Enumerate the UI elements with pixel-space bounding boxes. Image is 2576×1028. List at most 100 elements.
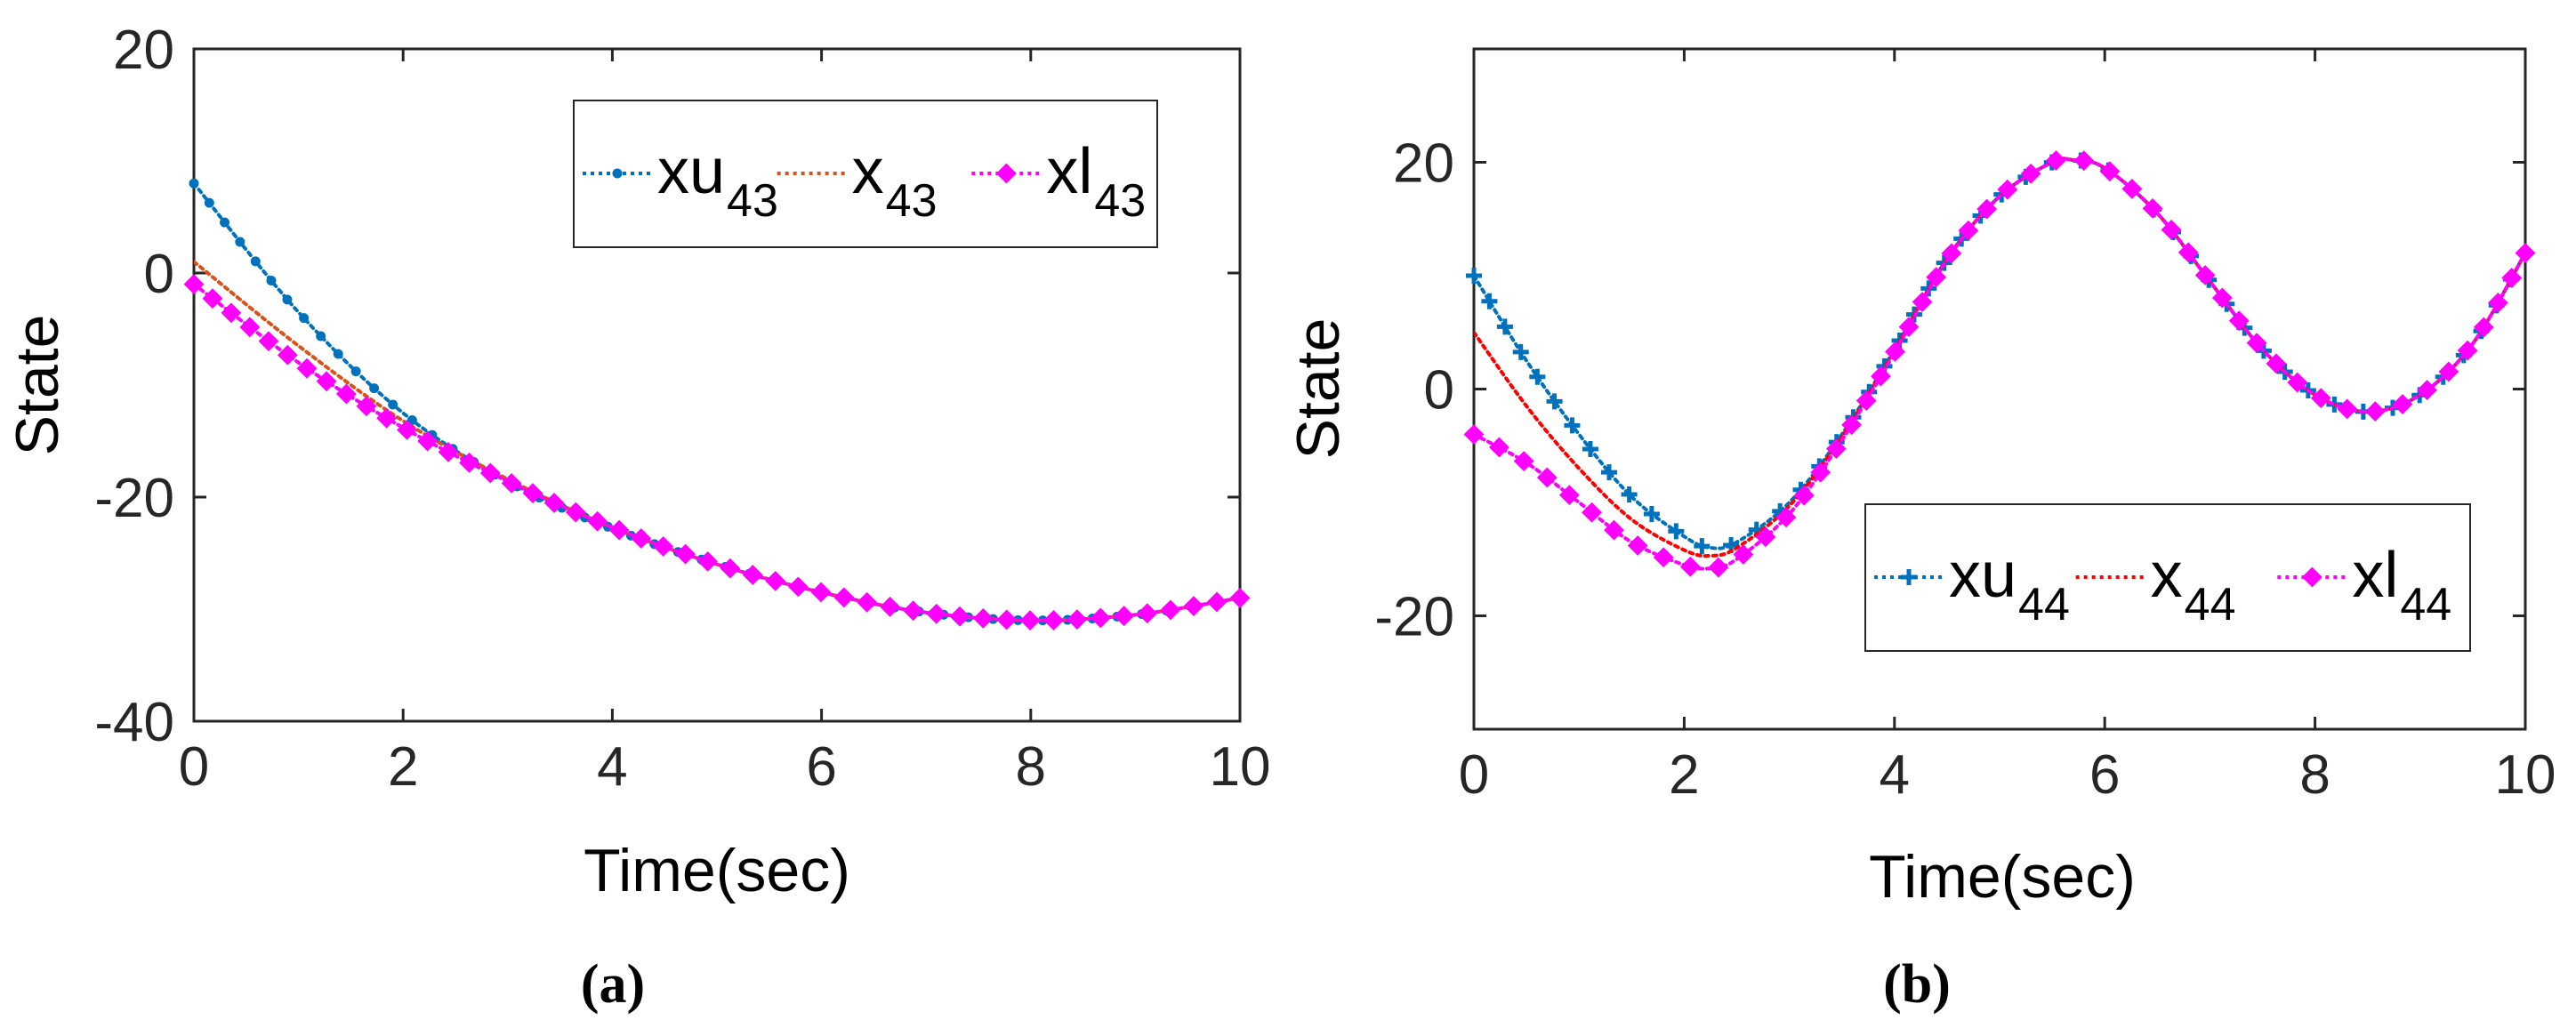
series-marker-xl-b — [2178, 242, 2199, 263]
series-marker-xl-b — [2337, 398, 2358, 420]
series-marker-xl-b — [2364, 401, 2386, 422]
series-marker-xl-b — [2211, 287, 2233, 309]
series-marker-xu-b — [1529, 368, 1546, 385]
series-marker-xl-b — [1536, 467, 1558, 488]
series-marker-xl-a — [376, 407, 398, 429]
legend-box-a — [573, 100, 1158, 248]
y-tick-label-b: 0 — [1424, 360, 1454, 422]
series-marker-xl-b — [2515, 243, 2536, 263]
series-marker-xl-b — [1941, 243, 1962, 264]
x-tick-label-b: 6 — [2089, 744, 2120, 806]
series-marker-xl-b — [1793, 485, 1815, 506]
series-marker-xl-b — [1463, 424, 1485, 445]
series-marker-xl-b — [1810, 462, 1831, 483]
series-marker-xu-b — [1512, 343, 1529, 360]
legend-label-x-a: x — [852, 136, 884, 207]
series-marker-xl-a — [356, 396, 377, 417]
series-marker-xl-a — [417, 430, 439, 452]
series-marker-xu-a — [299, 313, 310, 324]
legend-subscript-xu-a: 43 — [727, 175, 778, 227]
legend-label-x-b: x — [2151, 540, 2183, 611]
series-marker-xl-b — [2266, 353, 2287, 374]
series-marker-xl-a — [1183, 596, 1204, 616]
series-marker-xu-a — [189, 178, 199, 189]
series-marker-xu-a — [316, 331, 326, 341]
x-tick-label-a: 0 — [179, 736, 209, 798]
series-marker-xu-a — [369, 383, 380, 394]
series-marker-xl-a — [1090, 607, 1111, 629]
series-marker-xl-b — [1775, 507, 1797, 528]
series-marker-xl-b — [1653, 547, 1674, 568]
series-marker-xl-b — [2287, 372, 2308, 393]
x-tick-label-a: 10 — [1210, 736, 1271, 798]
series-marker-xl-b — [1627, 535, 1648, 556]
series-marker-xl-a — [857, 591, 878, 613]
series-marker-xl-a — [258, 331, 279, 352]
series-marker-xl-a — [587, 510, 608, 532]
series-marker-xu-a — [204, 197, 214, 208]
legend-subscript-xl-b: 44 — [2400, 579, 2451, 630]
series-marker-xl-b — [2020, 163, 2041, 184]
series-marker-xl-a — [765, 570, 786, 591]
y-tick-label-b: 20 — [1393, 133, 1454, 195]
series-marker-xl-b — [1856, 390, 1877, 411]
y-axis-label-a: State — [4, 315, 71, 456]
x-axis-label-b: Time(sec) — [1869, 843, 2136, 911]
x-tick-label-a: 6 — [806, 736, 836, 798]
series-marker-xl-b — [1582, 502, 1602, 523]
series-marker-xl-a — [903, 600, 924, 622]
series-marker-xl-b — [2457, 340, 2478, 361]
series-marker-xl-a — [608, 519, 630, 541]
series-marker-xl-b — [2194, 265, 2216, 285]
series-marker-xl-b — [1912, 292, 1933, 312]
series-marker-xu-b — [1601, 464, 1618, 481]
series-marker-xl-a — [810, 582, 832, 603]
series-marker-xu-a — [388, 399, 398, 410]
legend-subscript-xl-a: 43 — [1094, 175, 1146, 227]
legend-subscript-x-a: 43 — [886, 175, 938, 227]
x-tick-label-a: 8 — [1016, 736, 1046, 798]
series-marker-xl-a — [296, 357, 318, 379]
series-marker-xl-a — [949, 606, 970, 627]
series-marker-xl-b — [1679, 556, 1701, 577]
series-marker-xu-b — [1694, 538, 1711, 555]
series-marker-xl-b — [1733, 544, 1754, 565]
series-marker-xl-a — [1043, 610, 1064, 630]
legend-label-xl-b: xl — [2352, 540, 2398, 611]
series-marker-xu-b — [1668, 523, 1685, 540]
series-marker-xl-a — [335, 383, 357, 405]
series-marker-xl-b — [1926, 267, 1947, 288]
series-marker-xl-a — [675, 543, 696, 565]
series-marker-xl-b — [1513, 451, 1534, 471]
series-marker-xl-a — [316, 371, 337, 392]
legend-label-xl-a: xl — [1046, 136, 1092, 207]
y-tick-label-b: -20 — [1374, 587, 1454, 648]
series-group-a — [183, 178, 1251, 631]
legend-subscript-xu-b: 44 — [2018, 579, 2070, 630]
series-marker-xl-b — [1825, 438, 1847, 460]
series-marker-xl-a — [1137, 603, 1158, 624]
series-marker-xu-b — [1621, 486, 1638, 502]
series-marker-xl-a — [926, 603, 947, 624]
caption-b: (b) — [1883, 954, 1951, 1015]
series-marker-xl-b — [2142, 197, 2163, 219]
series-marker-xu-a — [266, 276, 277, 286]
series-marker-xu-b — [1466, 268, 1482, 284]
series-marker-xl-b — [2438, 361, 2459, 382]
legend-subscript-x-b: 44 — [2185, 579, 2236, 630]
series-marker-xu-b — [1481, 293, 1498, 309]
series-marker-xu-a — [220, 217, 230, 228]
x-axis-label-a: Time(sec) — [584, 837, 850, 904]
y-tick-label-a: 0 — [144, 244, 174, 305]
series-marker-xl-b — [2501, 268, 2523, 288]
series-marker-xl-a — [239, 317, 261, 338]
series-marker-xl-b — [2228, 310, 2250, 332]
series-marker-xl-a — [221, 302, 242, 324]
series-marker-xl-a — [565, 502, 586, 523]
series-marker-xl-a — [697, 550, 719, 572]
series-marker-xl-a — [543, 493, 565, 513]
series-marker-xl-b — [1958, 220, 1979, 241]
